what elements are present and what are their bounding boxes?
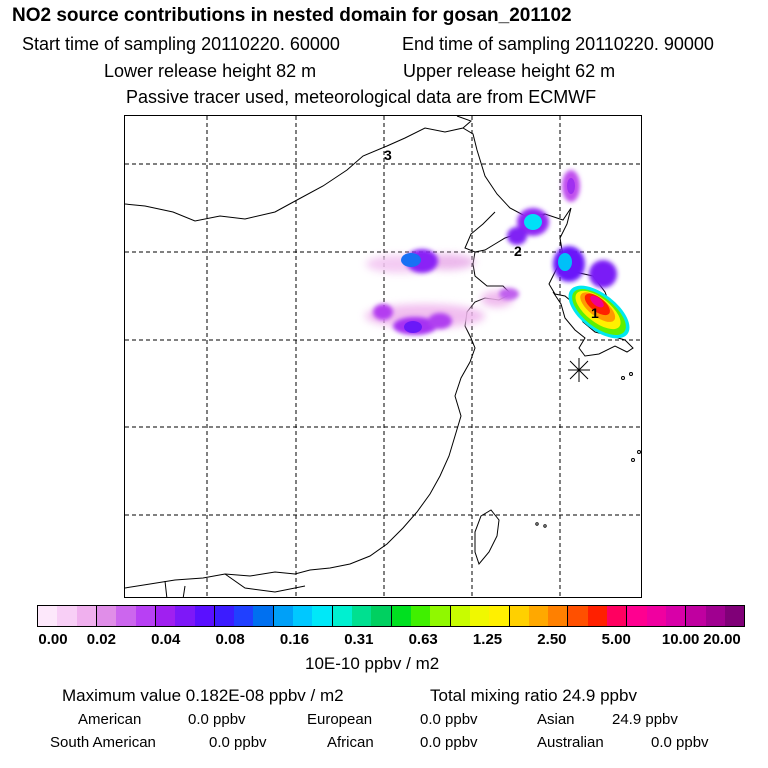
upper-release-height: Upper release height 62 m — [403, 61, 616, 81]
lower-release-height: Lower release height 82 m — [104, 61, 317, 81]
south-american-value: 0.0 ppbv — [209, 734, 267, 751]
colorbar-tick-label: 5.00 — [601, 631, 631, 648]
colorbar-tick-label: 20.00 — [703, 631, 741, 648]
colorbar-tick-label: 0.02 — [86, 631, 116, 648]
colorbar-swatch — [253, 606, 274, 626]
total-mixing-ratio: Total mixing ratio 24.9 ppbv — [430, 686, 637, 705]
colorbar-swatch — [627, 606, 647, 626]
colorbar-swatch — [214, 606, 235, 626]
australian-value: 0.0 ppbv — [651, 734, 709, 751]
colorbar-swatch — [332, 606, 352, 626]
colorbar-swatch — [155, 606, 176, 626]
colorbar-swatch — [76, 606, 97, 626]
colorbar-units: 10E-10 ppbv / m2 — [305, 654, 440, 673]
colorbar-swatch — [509, 606, 529, 626]
max-value: Maximum value 0.182E-08 ppbv / m2 — [62, 686, 344, 705]
colorbar-swatch — [430, 606, 451, 626]
colorbar-swatch — [686, 606, 706, 626]
colorbar-tick-label: 0.63 — [408, 631, 438, 648]
african-label: African — [327, 734, 374, 751]
colorbar-swatch — [371, 606, 392, 626]
colorbar-swatch — [724, 606, 745, 626]
colorbar-swatch — [96, 606, 117, 626]
end-time: End time of sampling 20110220. 90000 — [402, 34, 714, 54]
map-panel: 1 2 3 — [124, 115, 642, 598]
colorbar-swatch — [587, 606, 608, 626]
colorbar-swatch — [489, 606, 510, 626]
colorbar-swatch — [194, 606, 215, 626]
colorbar-swatch — [410, 606, 431, 626]
colorbar-swatch — [568, 606, 588, 626]
colorbar — [37, 605, 745, 627]
colorbar-tick-label: 0.16 — [279, 631, 310, 648]
start-time: Start time of sampling 20110220. 60000 — [22, 34, 340, 54]
chart-title: NO2 source contributions in nested domai… — [12, 5, 572, 26]
colorbar-swatch — [352, 606, 372, 626]
colorbar-swatch — [234, 606, 254, 626]
colorbar-tick-label: 0.31 — [344, 631, 374, 648]
colorbar-tick-label: 10.00 — [661, 631, 700, 648]
american-label: American — [78, 711, 142, 728]
region-label-2: 2 — [514, 243, 522, 259]
american-value: 0.0 ppbv — [188, 711, 246, 728]
colorbar-swatch — [135, 606, 156, 626]
colorbar-tick-label: 2.50 — [537, 631, 567, 648]
colorbar-swatch — [175, 606, 195, 626]
colorbar-swatch — [293, 606, 313, 626]
european-label: European — [307, 711, 373, 728]
map-grid — [125, 116, 641, 597]
colorbar-swatch — [450, 606, 470, 626]
colorbar-swatch — [391, 606, 411, 626]
colorbar-swatch — [607, 606, 628, 626]
colorbar-swatch — [548, 606, 569, 626]
colorbar-swatch — [666, 606, 687, 626]
colorbar-swatch — [38, 606, 58, 626]
colorbar-tick-label: 0.08 — [215, 631, 245, 648]
no2-plumes — [365, 170, 630, 339]
asian-label: Asian — [537, 711, 575, 728]
asian-value: 24.9 ppbv — [612, 711, 678, 728]
colorbar-tick-label: 0.04 — [151, 631, 181, 648]
colorbar-swatch — [646, 606, 666, 626]
colorbar-swatch — [312, 606, 333, 626]
colorbar-swatch — [57, 606, 77, 626]
colorbar-tick-label: 1.25 — [472, 631, 503, 648]
south-american-label: South American — [50, 734, 156, 751]
european-value: 0.0 ppbv — [420, 711, 478, 728]
colorbar-swatch — [705, 606, 725, 626]
colorbar-tick-label: 0.00 — [38, 631, 68, 648]
receptor-star-icon — [568, 358, 590, 382]
colorbar-swatch — [116, 606, 136, 626]
colorbar-swatch — [273, 606, 294, 626]
colorbar-swatch — [469, 606, 490, 626]
african-value: 0.0 ppbv — [420, 734, 478, 751]
map-canvas: 1 2 3 — [125, 116, 641, 597]
region-label-1: 1 — [591, 305, 599, 321]
australian-label: Australian — [537, 734, 604, 751]
tracer-note: Passive tracer used, meteorological data… — [126, 87, 597, 107]
colorbar-swatch — [528, 606, 549, 626]
region-label-3: 3 — [384, 147, 392, 163]
